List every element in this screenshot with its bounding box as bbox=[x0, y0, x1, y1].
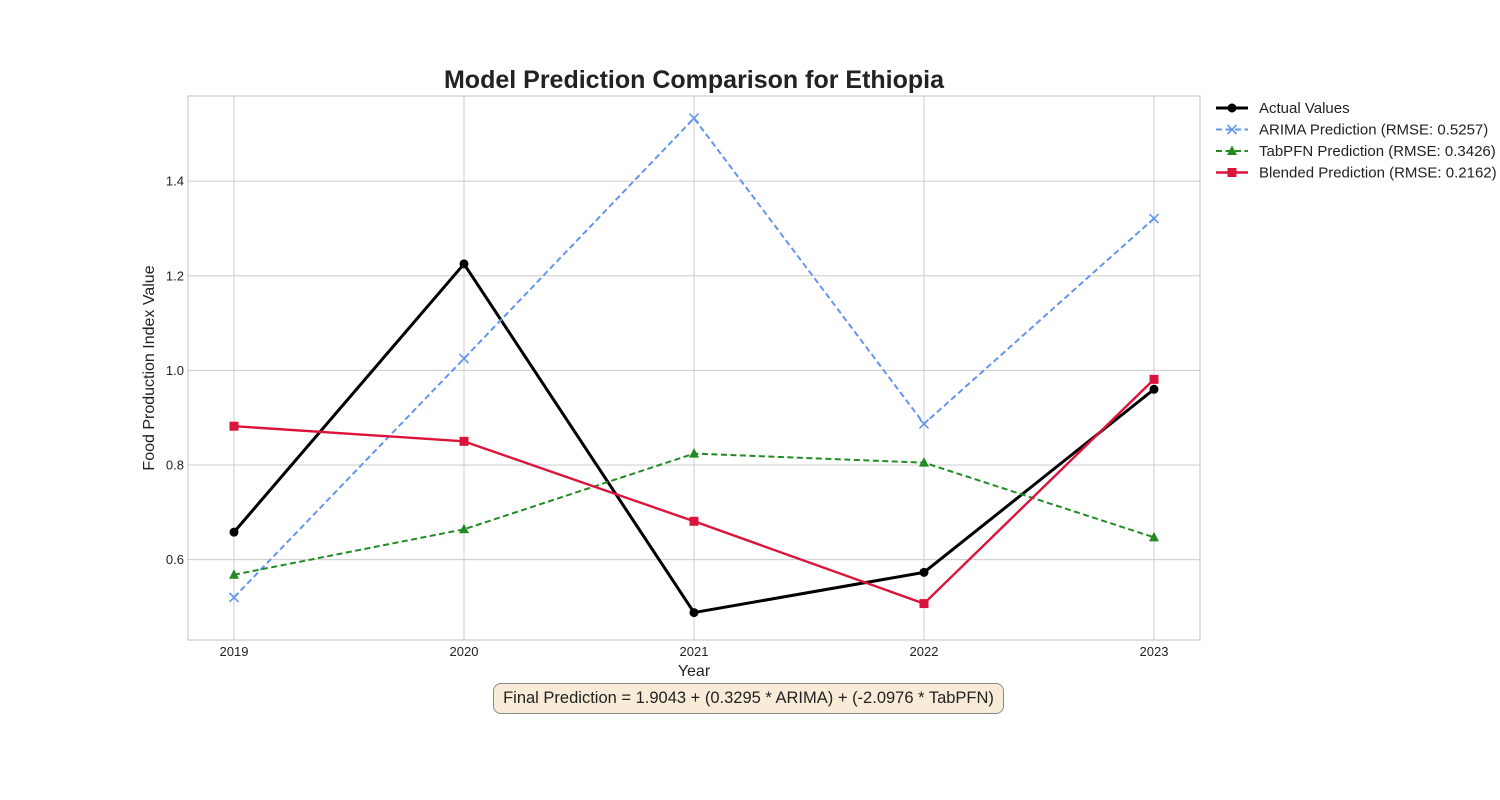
data-point-blended bbox=[459, 436, 469, 446]
data-point-tabpfn bbox=[689, 448, 699, 458]
data-point-actual bbox=[919, 567, 929, 577]
grid-lines bbox=[188, 96, 1200, 640]
series-blended bbox=[229, 374, 1159, 609]
legend-label: TabPFN Prediction (RMSE: 0.3426) bbox=[1259, 143, 1496, 160]
legend-marker bbox=[1226, 124, 1238, 135]
plot-area-frame bbox=[187, 95, 1201, 641]
data-point-actual bbox=[689, 608, 699, 618]
data-point-blended bbox=[689, 516, 699, 526]
legend-label: ARIMA Prediction (RMSE: 0.5257) bbox=[1259, 122, 1488, 139]
x-tick-label: 2022 bbox=[910, 644, 939, 659]
legend-label: Actual Values bbox=[1259, 100, 1350, 117]
series-actual bbox=[229, 259, 1159, 618]
data-point-actual bbox=[1149, 384, 1159, 394]
data-point-actual bbox=[229, 527, 239, 537]
series-arima bbox=[228, 113, 1160, 603]
legend-item-actual: Actual Values bbox=[1216, 100, 1350, 117]
x-tick-label: 2021 bbox=[680, 644, 709, 659]
data-point-arima bbox=[228, 592, 240, 603]
y-tick-label: 1.0 bbox=[166, 363, 184, 378]
y-tick-label: 0.6 bbox=[166, 552, 184, 567]
y-tick-label: 0.8 bbox=[166, 457, 184, 472]
y-axis-label: Food Production Index Value bbox=[141, 265, 158, 470]
legend-label: Blended Prediction (RMSE: 0.2162) bbox=[1259, 165, 1497, 182]
x-tick-label: 2020 bbox=[450, 644, 479, 659]
x-tick-label: 2019 bbox=[220, 644, 249, 659]
data-point-tabpfn bbox=[1149, 531, 1159, 542]
series-layer bbox=[228, 113, 1160, 618]
series-tabpfn bbox=[229, 448, 1159, 579]
data-point-actual bbox=[459, 259, 469, 269]
y-axis-ticks: 0.6 0.8 1.0 1.2 1.4 bbox=[166, 174, 184, 567]
x-axis-ticks: 2019 2020 2021 2022 2023 bbox=[220, 644, 1169, 659]
y-tick-label: 1.2 bbox=[166, 268, 184, 283]
legend-item-arima: ARIMA Prediction (RMSE: 0.5257) bbox=[1216, 122, 1488, 139]
data-point-blended bbox=[1149, 374, 1159, 384]
x-tick-label: 2023 bbox=[1140, 644, 1169, 659]
legend: Actual Values ARIMA Prediction (RMSE: 0.5… bbox=[1216, 100, 1497, 182]
chart-title: Model Prediction Comparison for Ethiopia bbox=[444, 66, 945, 94]
data-point-arima bbox=[1148, 213, 1160, 224]
legend-item-blended: Blended Prediction (RMSE: 0.2162) bbox=[1216, 165, 1497, 182]
data-point-blended bbox=[919, 599, 929, 609]
data-point-arima bbox=[688, 113, 700, 124]
y-tick-label: 1.4 bbox=[166, 174, 184, 189]
data-point-arima bbox=[458, 353, 470, 364]
data-point-tabpfn bbox=[229, 569, 239, 579]
data-point-arima bbox=[918, 418, 930, 429]
data-point-tabpfn bbox=[919, 457, 929, 467]
data-point-tabpfn bbox=[459, 523, 469, 534]
series-line-arima bbox=[233, 117, 1155, 599]
formula-annotation: Final Prediction = 1.9043 + (0.3295 * AR… bbox=[493, 683, 1004, 714]
legend-marker bbox=[1227, 168, 1237, 177]
legend-marker bbox=[1227, 145, 1237, 155]
x-axis-label: Year bbox=[678, 663, 711, 680]
legend-marker bbox=[1227, 103, 1237, 113]
legend-item-tabpfn: TabPFN Prediction (RMSE: 0.3426) bbox=[1216, 143, 1496, 160]
data-point-blended bbox=[229, 421, 239, 431]
